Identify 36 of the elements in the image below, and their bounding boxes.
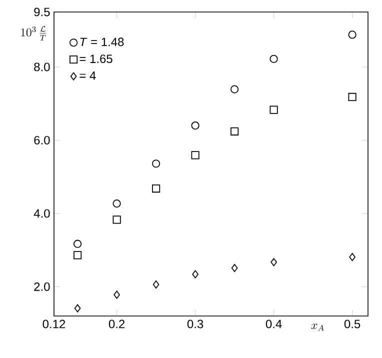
point bbox=[152, 160, 160, 168]
point bbox=[152, 184, 160, 193]
y-tick-label: 2.0 bbox=[34, 282, 50, 291]
point bbox=[112, 216, 121, 224]
point bbox=[230, 85, 239, 94]
x-tick-label: 0.5 bbox=[344, 320, 360, 328]
legend-label: T = 1.48 bbox=[80, 38, 124, 46]
y-tick-label: 4.0 bbox=[34, 209, 50, 218]
x-tick-label: 0.2 bbox=[108, 320, 125, 328]
point bbox=[114, 290, 120, 299]
y-tick-label: 8.0 bbox=[34, 62, 50, 72]
point bbox=[348, 92, 356, 102]
point bbox=[231, 264, 238, 272]
point bbox=[152, 280, 160, 289]
point bbox=[192, 270, 198, 278]
point bbox=[230, 127, 239, 136]
point bbox=[270, 54, 278, 63]
point bbox=[112, 200, 121, 208]
legend-label: = 1.65 bbox=[80, 54, 112, 64]
x-tick-label: 0.3 bbox=[187, 320, 204, 328]
x-axis-title: $x_{A}$ bbox=[311, 324, 324, 331]
point bbox=[74, 251, 82, 260]
point bbox=[270, 106, 278, 114]
x-tick-label: 0.12 bbox=[42, 320, 66, 328]
y-tick-label: 9.5 bbox=[34, 8, 50, 16]
point bbox=[74, 304, 81, 312]
point bbox=[348, 30, 356, 39]
point bbox=[191, 121, 200, 130]
x-tick-label: 0.4 bbox=[266, 320, 282, 328]
point bbox=[349, 252, 356, 262]
point bbox=[191, 151, 200, 160]
y-tick-label: 6.0 bbox=[34, 136, 50, 144]
y-axis-title: $10^{3}\,\frac{\mathcal{L}}{T}$ bbox=[21, 26, 46, 40]
point bbox=[270, 258, 277, 266]
legend-label: = 4 bbox=[80, 71, 96, 80]
point bbox=[74, 240, 82, 248]
